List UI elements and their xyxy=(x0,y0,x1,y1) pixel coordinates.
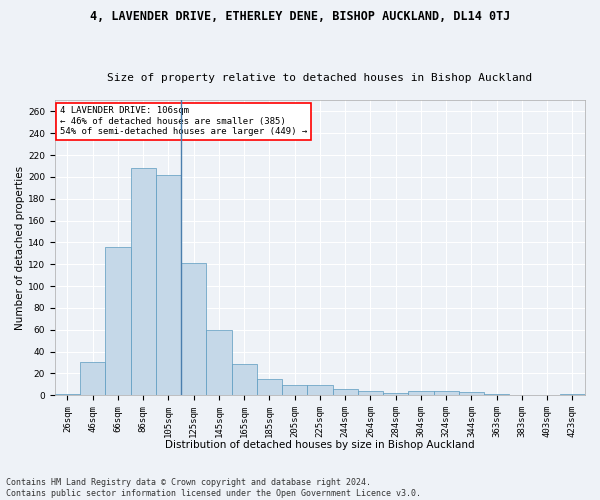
Text: 4, LAVENDER DRIVE, ETHERLEY DENE, BISHOP AUCKLAND, DL14 0TJ: 4, LAVENDER DRIVE, ETHERLEY DENE, BISHOP… xyxy=(90,10,510,23)
Bar xyxy=(332,388,358,395)
Bar xyxy=(131,168,156,395)
Bar xyxy=(408,391,433,395)
Bar xyxy=(560,394,585,395)
Text: Contains HM Land Registry data © Crown copyright and database right 2024.
Contai: Contains HM Land Registry data © Crown c… xyxy=(6,478,421,498)
Bar xyxy=(105,247,131,395)
Bar xyxy=(307,386,332,395)
Bar xyxy=(433,391,459,395)
Bar xyxy=(358,391,383,395)
Bar xyxy=(383,393,408,395)
Bar xyxy=(484,394,509,395)
Y-axis label: Number of detached properties: Number of detached properties xyxy=(15,166,25,330)
Bar xyxy=(181,263,206,395)
Bar xyxy=(232,364,257,395)
Bar xyxy=(55,394,80,395)
Bar xyxy=(156,174,181,395)
Bar xyxy=(459,392,484,395)
Title: Size of property relative to detached houses in Bishop Auckland: Size of property relative to detached ho… xyxy=(107,73,533,83)
Bar xyxy=(257,379,282,395)
Bar xyxy=(206,330,232,395)
Text: 4 LAVENDER DRIVE: 106sqm
← 46% of detached houses are smaller (385)
54% of semi-: 4 LAVENDER DRIVE: 106sqm ← 46% of detach… xyxy=(60,106,307,136)
X-axis label: Distribution of detached houses by size in Bishop Auckland: Distribution of detached houses by size … xyxy=(165,440,475,450)
Bar xyxy=(80,362,105,395)
Bar xyxy=(282,386,307,395)
